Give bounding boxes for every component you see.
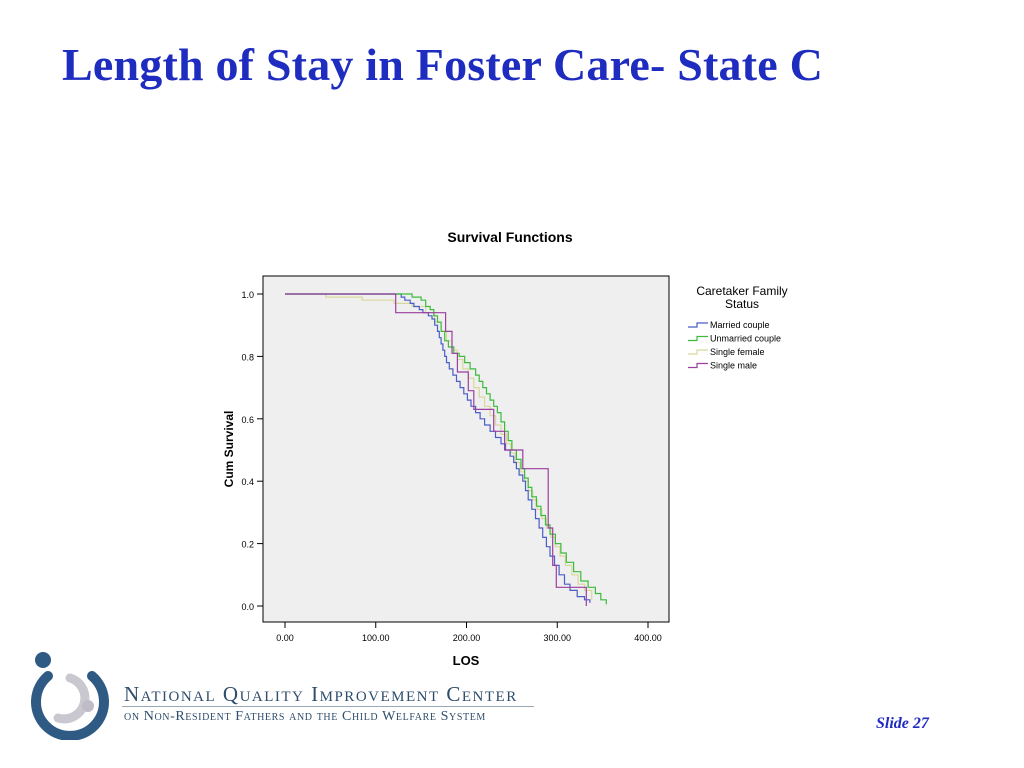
y-tick-label: 1.0 xyxy=(241,290,254,300)
legend-title: Caretaker Family Status xyxy=(696,284,787,311)
plot-area xyxy=(262,275,670,623)
y-axis: 0.0 0.2 0.4 0.6 0.8 1.0 xyxy=(241,290,263,612)
y-axis-label: Cum Survival xyxy=(222,411,236,488)
legend-label: Single female xyxy=(710,347,765,357)
legend-swatch xyxy=(688,362,708,369)
x-tick-label: 300.00 xyxy=(543,633,571,643)
legend-swatch xyxy=(688,335,708,342)
legend-label: Unmarried couple xyxy=(710,334,781,344)
slide-title: Length of Stay in Foster Care- State C xyxy=(62,39,823,90)
chart-title: Survival Functions xyxy=(447,229,572,245)
nqic-logo-icon xyxy=(30,648,120,745)
x-axis: 0.00 100.00 200.00 300.00 400.00 xyxy=(276,622,662,643)
logo-divider xyxy=(122,706,534,707)
y-tick-label: 0.4 xyxy=(241,477,254,487)
x-tick-label: 400.00 xyxy=(634,633,662,643)
series-lines xyxy=(285,293,607,606)
series-line-married-couple xyxy=(285,293,591,603)
x-tick-label: 200.00 xyxy=(453,633,481,643)
series-line-unmarried-couple xyxy=(285,293,607,605)
x-axis-label: LOS xyxy=(453,653,480,668)
legend-item: Married couple xyxy=(688,320,770,330)
x-tick-label: 0.00 xyxy=(276,633,294,643)
legend: Married couple Unmarried couple Single fem… xyxy=(688,320,781,371)
legend-label: Married couple xyxy=(710,320,770,330)
org-name-line1: National Quality Improvement Center xyxy=(124,682,518,706)
legend-item: Single female xyxy=(688,347,765,357)
legend-swatch xyxy=(688,322,708,328)
org-name-line2: on Non-Resident Fathers and the Child We… xyxy=(124,709,486,724)
y-tick-label: 0.8 xyxy=(241,352,254,362)
legend-item: Unmarried couple xyxy=(688,334,781,344)
series-line-single-male xyxy=(285,293,587,606)
x-tick-label: 100.00 xyxy=(362,633,390,643)
legend-swatch xyxy=(688,349,708,355)
legend-item: Single male xyxy=(688,361,757,371)
slide-number: Slide 27 xyxy=(876,715,929,732)
y-tick-label: 0.6 xyxy=(241,415,254,425)
series-line-single-female xyxy=(285,293,593,600)
y-tick-label: 0.0 xyxy=(241,602,254,612)
y-tick-label: 0.2 xyxy=(241,540,254,550)
legend-label: Single male xyxy=(710,361,757,371)
